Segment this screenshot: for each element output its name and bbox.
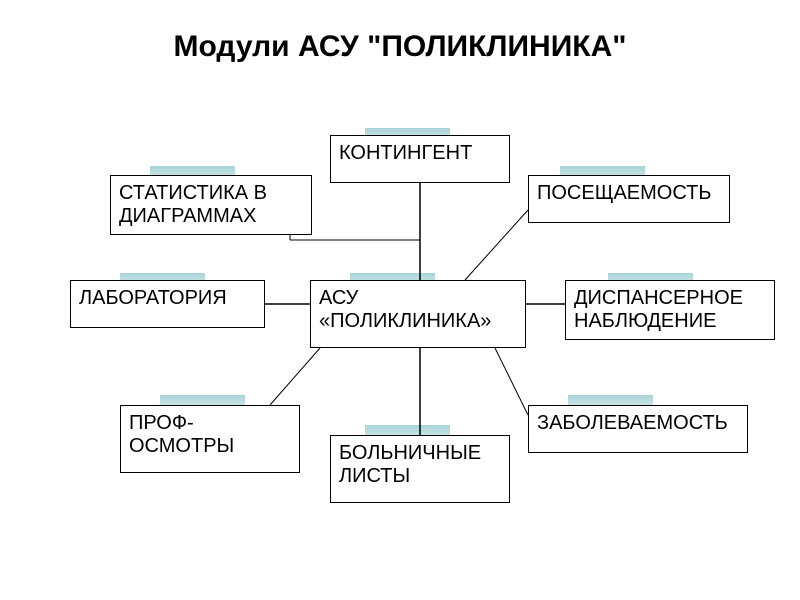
- diagram-canvas: Модули АСУ "ПОЛИКЛИНИКА" КОНТИНГЕНТ СТАТИ…: [0, 0, 800, 600]
- node-attendance-label: ПОСЕЩАЕМОСТЬ: [537, 182, 711, 205]
- node-stats-label: СТАТИСТИКА В ДИАГРАММАХ: [119, 182, 267, 228]
- node-stats: СТАТИСТИКА В ДИАГРАММАХ: [110, 175, 312, 235]
- node-dispensary-label: ДИСПАНСЕРНОЕ НАБЛЮДЕНИЕ: [574, 287, 743, 333]
- node-contingent: КОНТИНГЕНТ: [330, 135, 510, 183]
- node-prof-label: ПРОФ- ОСМОТРЫ: [129, 412, 234, 458]
- node-sicklists: БОЛЬНИЧНЫЕ ЛИСТЫ: [330, 435, 510, 503]
- node-morbidity-label: ЗАБОЛЕВАЕМОСТЬ: [537, 412, 728, 435]
- page-title: Модули АСУ "ПОЛИКЛИНИКА": [0, 30, 800, 64]
- node-sicklists-label: БОЛЬНИЧНЫЕ ЛИСТЫ: [339, 442, 481, 488]
- node-attendance: ПОСЕЩАЕМОСТЬ: [528, 175, 730, 223]
- node-dispensary: ДИСПАНСЕРНОЕ НАБЛЮДЕНИЕ: [565, 280, 775, 340]
- node-morbidity: ЗАБОЛЕВАЕМОСТЬ: [528, 405, 748, 453]
- node-lab-label: ЛАБОРАТОРИЯ: [79, 287, 227, 310]
- node-center: АСУ «ПОЛИКЛИНИКА»: [310, 280, 526, 348]
- edge: [465, 210, 528, 280]
- node-center-label: АСУ «ПОЛИКЛИНИКА»: [319, 287, 491, 333]
- edge: [270, 348, 320, 405]
- node-prof: ПРОФ- ОСМОТРЫ: [120, 405, 300, 473]
- node-lab: ЛАБОРАТОРИЯ: [70, 280, 265, 328]
- edge: [495, 348, 528, 415]
- node-contingent-label: КОНТИНГЕНТ: [339, 142, 472, 165]
